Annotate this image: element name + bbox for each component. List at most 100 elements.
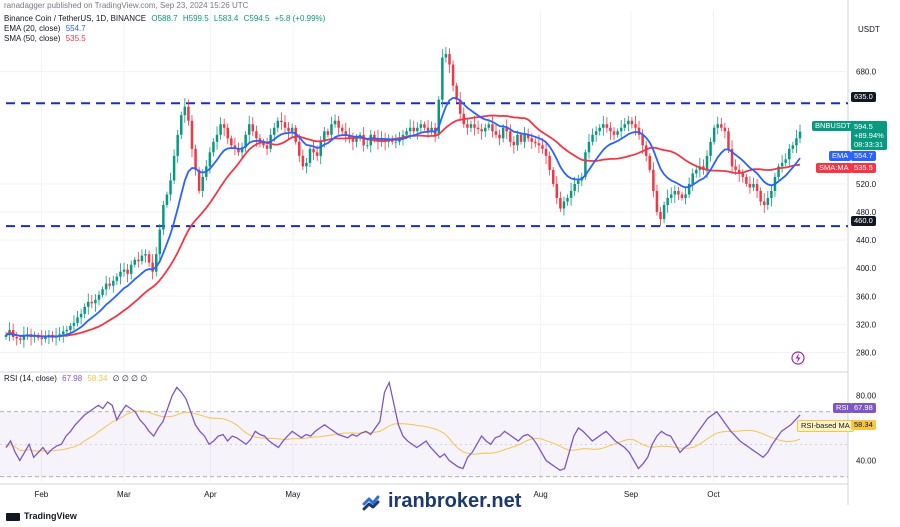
candle-body	[283, 122, 287, 128]
rsi-tick-label: 40.00	[856, 457, 877, 466]
rsi-ma-value: 58.34	[87, 374, 108, 383]
rsi-value: 67.98	[62, 374, 83, 383]
candle-body	[598, 127, 601, 132]
candle-body	[659, 212, 662, 220]
candle-body	[791, 145, 795, 149]
candle-body	[233, 145, 237, 149]
candle-body	[401, 134, 405, 139]
candle-body	[44, 337, 47, 340]
candle-body	[212, 141, 215, 153]
candle-body	[541, 145, 544, 149]
candle-body	[72, 322, 76, 326]
candle-body	[709, 141, 712, 156]
candle-body	[122, 269, 126, 272]
candle-body	[408, 127, 412, 132]
candle-body	[519, 134, 523, 142]
candle-body	[326, 131, 330, 135]
candle-body	[119, 271, 122, 277]
ohlc-high: H599.5	[182, 14, 209, 23]
tradingview-footer[interactable]: TradingView	[6, 511, 77, 521]
candle-body	[169, 180, 172, 195]
candle-body	[208, 152, 212, 167]
price-tick-label: 480.0	[856, 208, 877, 217]
time-tick-label: Sep	[624, 490, 639, 499]
candle-body	[108, 283, 111, 286]
candle-body	[501, 127, 505, 139]
candle-body	[509, 131, 512, 142]
legend-sma[interactable]: SMA (50, close) 535.5	[4, 34, 89, 44]
candle-body	[416, 127, 419, 132]
candle-body	[795, 138, 798, 146]
candle-body	[333, 120, 337, 125]
candle-body	[40, 337, 44, 340]
legend-ema[interactable]: EMA (20, close) 554.7	[4, 24, 89, 34]
candle-body	[466, 124, 469, 128]
candle-body	[562, 201, 566, 209]
candle-body	[301, 155, 305, 167]
candle-body	[158, 229, 162, 255]
candle-body	[87, 301, 90, 307]
legend-rsi[interactable]: RSI (14, close) 67.98 58.34 ∅ ∅ ∅ ∅	[4, 374, 150, 384]
candle-body	[247, 124, 251, 135]
candle-body	[616, 131, 619, 135]
candle-body	[423, 124, 426, 128]
candle-body	[605, 124, 609, 128]
candle-body	[484, 127, 487, 132]
candle-body	[419, 124, 423, 128]
sma-value: 535.5	[65, 34, 86, 43]
symbol-title[interactable]: Binance Coin / TetherUS, 1D, BINANCE	[4, 14, 147, 23]
rsi-label: RSI (14, close)	[4, 374, 57, 383]
candle-body	[79, 313, 83, 318]
candle-body	[666, 197, 669, 205]
candle-body	[323, 131, 326, 142]
candle-body	[687, 183, 691, 195]
alert-bolt-icon[interactable]	[791, 351, 805, 365]
candle-body	[140, 255, 144, 262]
candle-body	[226, 127, 229, 139]
candle-body	[351, 138, 355, 142]
rsi-ma-badge: 58.34	[851, 420, 876, 430]
candle-body	[727, 131, 730, 149]
rsi-tick-label: 80.00	[856, 392, 877, 401]
candle-body	[530, 138, 534, 142]
candle-body	[612, 131, 616, 135]
candle-body	[330, 124, 333, 135]
candle-body	[476, 127, 480, 130]
candle-body	[19, 338, 22, 340]
rsi-tag: RSI	[833, 403, 852, 413]
candle-body	[61, 331, 65, 335]
candle-body	[187, 106, 190, 121]
candle-body	[172, 155, 176, 181]
candle-body	[444, 54, 448, 58]
candle-body	[680, 194, 684, 198]
bar-timer: 08:33:31	[854, 140, 884, 149]
candle-body	[584, 152, 587, 177]
candle-body	[594, 131, 598, 135]
watermark: iranbroker.net	[360, 490, 521, 513]
candle-body	[720, 124, 723, 128]
candle-body	[712, 127, 716, 142]
candle-body	[473, 124, 476, 128]
last-price-badge: 594.5 +89.94% 08:33:31	[851, 121, 887, 150]
candle-body	[770, 190, 773, 198]
candle-body	[652, 169, 655, 191]
candle-body	[602, 124, 605, 128]
candle-body	[505, 127, 508, 132]
price-tick-label: 440.0	[856, 236, 877, 245]
candle-body	[76, 317, 79, 323]
candle-body	[737, 169, 741, 174]
candle-body	[373, 134, 376, 139]
candle-body	[480, 129, 483, 132]
candle-body	[430, 127, 433, 132]
candle-body	[201, 176, 204, 191]
candle-body	[154, 254, 158, 272]
candle-body	[22, 334, 26, 340]
author-text: ranadagger published on TradingView.com,…	[4, 1, 249, 10]
time-tick-label: Feb	[34, 490, 48, 499]
candle-body	[662, 205, 666, 220]
ema-tag: EMA	[829, 151, 852, 161]
time-tick-label: Aug	[533, 490, 547, 499]
time-tick-label: Mar	[117, 490, 131, 499]
candle-body	[237, 148, 240, 153]
